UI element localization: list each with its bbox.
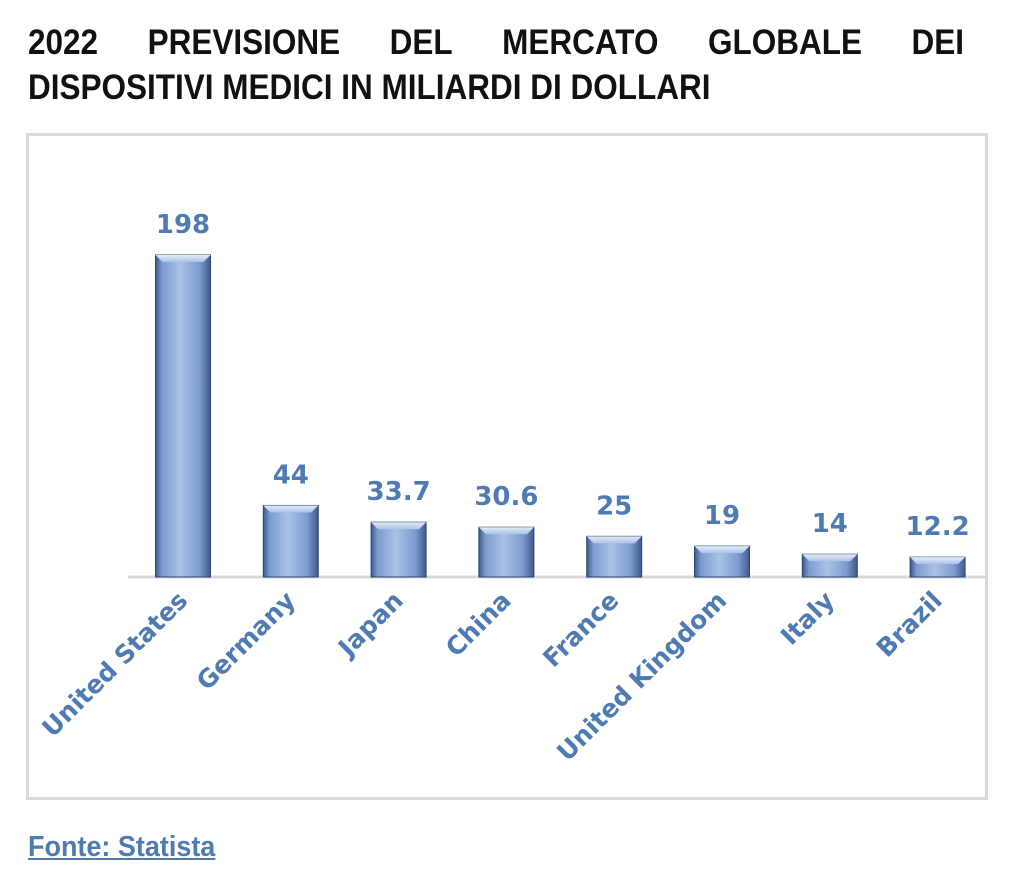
bar xyxy=(155,254,211,578)
data-label: 33.7 xyxy=(367,477,431,507)
bar-group xyxy=(694,545,750,578)
bar-bevel xyxy=(694,546,750,554)
chart-title: 2022 PREVISIONE DEL MERCATO GLOBALE DEI … xyxy=(28,20,964,110)
title-word: MERCATO xyxy=(502,23,659,62)
data-label: 14 xyxy=(812,509,848,539)
bar-group xyxy=(801,553,858,578)
bar-bevel xyxy=(155,255,211,262)
tick-label: China xyxy=(440,586,517,663)
title-word: 2022 xyxy=(28,23,99,62)
bar-bevel xyxy=(586,536,642,544)
bar xyxy=(478,526,535,578)
title-word: PREVISIONE xyxy=(147,23,341,62)
bar-group xyxy=(155,254,211,578)
bar-bevel xyxy=(802,554,858,562)
tick-label: Italy xyxy=(775,586,840,651)
title-line-2: DISPOSITIVI MEDICI IN MILIARDI DI DOLLAR… xyxy=(28,68,711,107)
bar-bevel xyxy=(263,505,319,513)
data-label: 30.6 xyxy=(474,482,538,512)
bar-bevel xyxy=(371,522,427,530)
tick-label: United States xyxy=(36,586,193,743)
data-label: 25 xyxy=(596,491,632,521)
tick-label: Japan xyxy=(331,586,409,664)
bar-group xyxy=(586,535,643,578)
title-line-1: 2022 PREVISIONE DEL MERCATO GLOBALE DEI xyxy=(28,20,964,65)
tick-label: Germany xyxy=(191,586,301,696)
source-link[interactable]: Fonte: Statista xyxy=(28,831,216,863)
data-label: 44 xyxy=(273,460,309,490)
data-label: 19 xyxy=(704,501,740,531)
data-label: 12.2 xyxy=(906,512,970,542)
bar-group xyxy=(262,504,319,578)
bar-group xyxy=(370,521,427,578)
bar-group xyxy=(478,526,535,578)
title-word: GLOBALE xyxy=(707,23,862,62)
bar-bevel xyxy=(478,527,534,535)
bar xyxy=(262,504,319,578)
title-word: DEL xyxy=(389,23,453,62)
title-word: DEI xyxy=(911,23,964,62)
tick-label: France xyxy=(537,586,624,673)
bar-group xyxy=(909,556,966,578)
bar-bevel xyxy=(910,557,966,565)
bar xyxy=(370,521,427,578)
data-label: 198 xyxy=(156,210,210,240)
tick-label: Brazil xyxy=(871,586,948,663)
